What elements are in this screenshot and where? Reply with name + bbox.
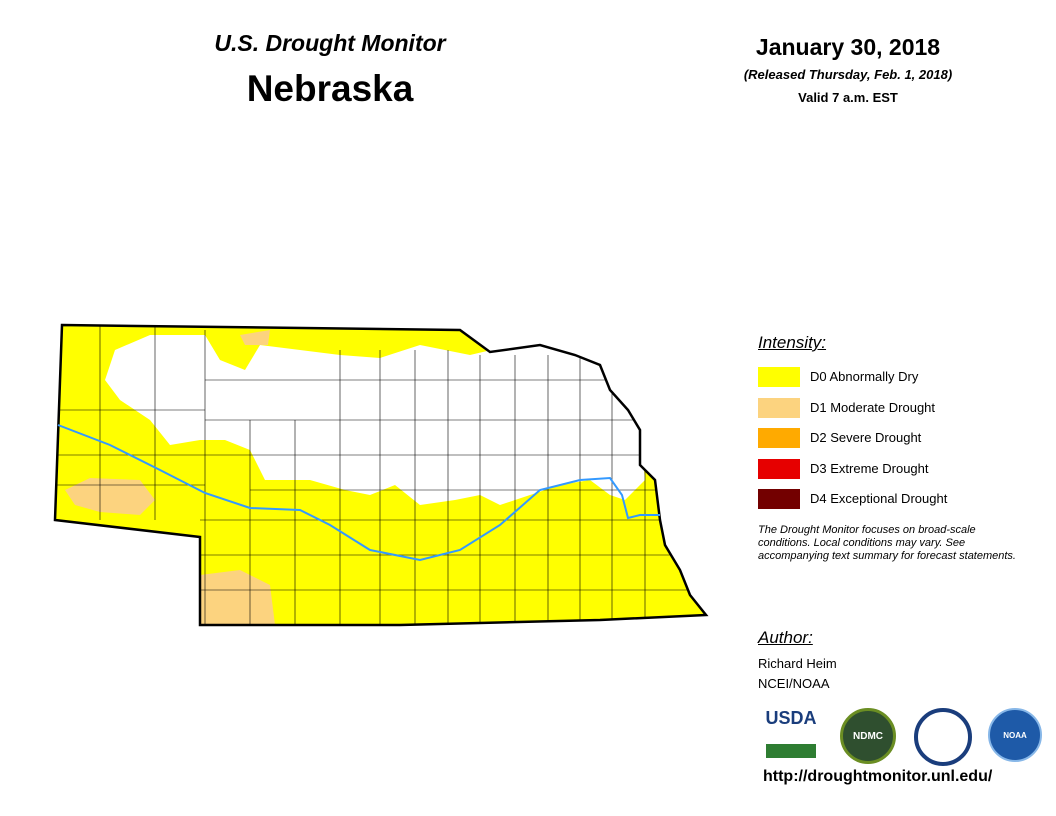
state-name: Nebraska: [246, 68, 414, 109]
legend-label: D0 Abnormally Dry: [810, 369, 919, 384]
ndmc-logo: NDMC: [840, 708, 896, 764]
legend-swatch: [758, 397, 800, 418]
legend-swatch: [758, 489, 800, 509]
legend-label: D1 Moderate Drought: [810, 399, 936, 415]
doc-logo: [914, 708, 972, 766]
drought-areas: [55, 325, 706, 625]
legend-swatch: [758, 428, 800, 448]
author-org: NCEI/NOAA: [758, 676, 830, 691]
legend-title: Intensity:: [758, 333, 827, 352]
author-name: Richard Heim: [758, 656, 837, 671]
date: January 30, 2018: [755, 34, 941, 60]
valid: Valid 7 a.m. EST: [798, 90, 898, 105]
url: http://droughtmonitor.unl.edu/: [763, 768, 993, 785]
released: (Released Thursday, Feb. 1, 2018): [743, 67, 953, 82]
platte-river: [57, 424, 660, 562]
author-title: Author:: [758, 628, 813, 647]
usda-logo: USDA: [766, 708, 817, 758]
legend-swatch: [758, 458, 800, 479]
legend-label: D4 Exceptional Drought: [810, 491, 948, 506]
state-border: [53, 323, 709, 627]
legend-label: D3 Extreme Drought: [810, 460, 929, 476]
legend-label: D2 Severe Drought: [810, 430, 922, 445]
legend-swatch: [758, 367, 800, 387]
title: U.S. Drought Monitor: [214, 30, 446, 56]
note: The Drought Monitor focuses on broad-sca…: [758, 524, 1016, 562]
noaa-logo: NOAA: [988, 708, 1042, 762]
